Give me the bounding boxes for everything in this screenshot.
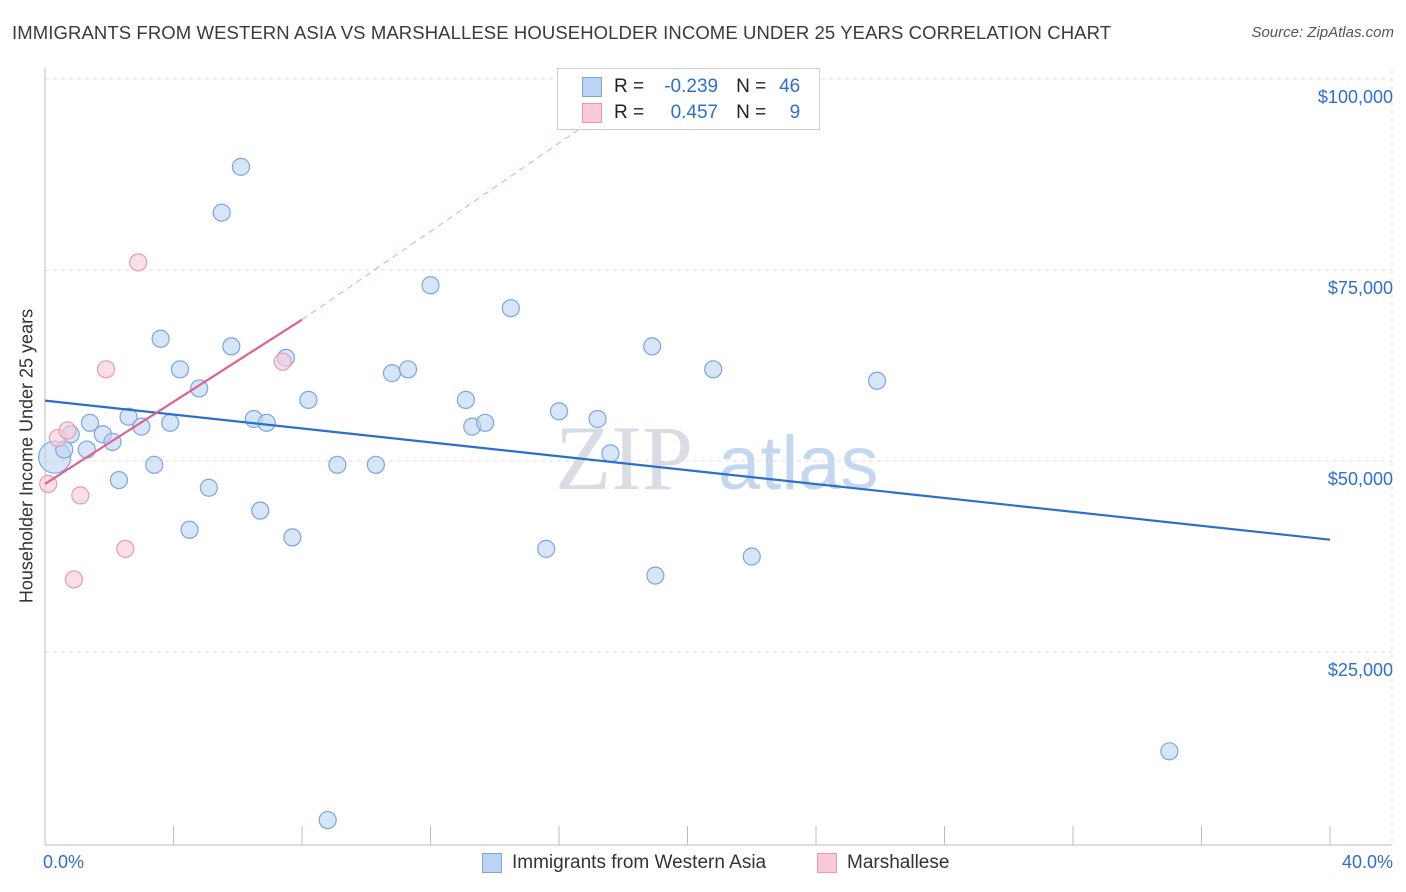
series-marshallese-points <box>39 253 292 589</box>
data-point <box>704 360 723 379</box>
y-tick-label: $75,000 <box>1328 278 1393 298</box>
data-point <box>170 360 190 379</box>
y-tick-label: $100,000 <box>1318 87 1393 107</box>
trend-extension-marshallese <box>301 120 592 321</box>
data-point <box>476 413 495 432</box>
data-point <box>299 390 318 409</box>
data-point <box>537 539 556 558</box>
source-credit: Source: ZipAtlas.com <box>1251 24 1394 41</box>
data-point <box>283 528 302 547</box>
data-point <box>212 203 231 222</box>
trend-line-immigrants <box>44 399 1331 541</box>
data-point <box>549 402 569 421</box>
legend-n-value: 9 <box>789 102 801 123</box>
data-point <box>64 570 84 589</box>
bottom-legend-swatch-blue <box>482 853 502 873</box>
data-point <box>742 547 761 566</box>
legend-n-label: N = <box>736 102 767 123</box>
data-point <box>257 413 276 432</box>
bottom-legend-immigrants: Immigrants from Western Asia <box>482 852 766 874</box>
x-tick-min: 0.0% <box>43 852 85 872</box>
data-point <box>119 407 138 426</box>
bottom-legend-label: Immigrants from Western Asia <box>512 852 767 873</box>
bottom-legend-label: Marshallese <box>847 852 950 873</box>
watermark: ZIP atlas <box>555 407 879 509</box>
x-tick-max: 40.0% <box>1341 852 1393 872</box>
legend-r-label: R = <box>614 102 645 123</box>
data-point <box>601 444 620 463</box>
data-point <box>109 471 128 490</box>
data-point <box>77 440 96 459</box>
legend-n-value: 46 <box>779 76 801 97</box>
data-point <box>145 455 164 474</box>
data-point <box>456 390 475 409</box>
data-point <box>318 810 337 830</box>
trend-line-marshallese <box>44 318 303 485</box>
data-point <box>421 276 440 295</box>
data-point <box>1160 742 1179 761</box>
data-point <box>231 157 251 176</box>
data-point <box>80 413 100 432</box>
correlation-legend: R = -0.239 N = 46 R = 0.457 N = 9 <box>557 68 820 130</box>
legend-row-immigrants: R = -0.239 N = 46 <box>582 75 800 99</box>
data-point <box>646 566 665 585</box>
data-point <box>382 364 402 383</box>
gridlines <box>45 70 1393 845</box>
data-point <box>867 371 887 390</box>
data-point <box>190 379 209 398</box>
legend-swatch-pink <box>582 103 602 123</box>
watermark-atlas: atlas <box>718 421 879 506</box>
data-point <box>71 486 90 505</box>
legend-r-value: 0.457 <box>670 102 719 123</box>
series-immigrants-points <box>38 157 1179 830</box>
data-point <box>180 520 199 539</box>
data-point <box>366 455 385 474</box>
y-tick-label: $50,000 <box>1328 469 1393 489</box>
legend-n-label: N = <box>736 76 767 97</box>
data-point <box>116 539 135 558</box>
legend-row-marshallese: R = 0.457 N = 9 <box>582 101 800 125</box>
y-tick-labels: $25,000 $50,000 $75,000 $100,000 <box>1318 87 1393 680</box>
legend-r-value: -0.239 <box>664 76 719 97</box>
y-tick-label: $25,000 <box>1328 660 1393 680</box>
data-point <box>96 360 116 379</box>
data-point <box>251 501 270 520</box>
data-point <box>161 413 180 432</box>
data-point <box>398 360 418 379</box>
trend-lines <box>44 120 1331 541</box>
data-point <box>643 337 662 356</box>
data-point <box>273 352 292 371</box>
data-point <box>199 478 218 497</box>
data-point <box>129 253 148 272</box>
data-point <box>151 329 170 348</box>
bottom-legend-marshallese: Marshallese <box>817 852 949 874</box>
legend-swatch-blue <box>582 77 602 97</box>
data-point <box>588 409 607 429</box>
data-point <box>58 421 77 440</box>
data-point <box>222 337 241 356</box>
bottom-legend-swatch-pink <box>817 853 837 873</box>
legend-r-label: R = <box>614 76 645 97</box>
data-point <box>501 299 520 318</box>
chart-title: IMMIGRANTS FROM WESTERN ASIA VS MARSHALL… <box>12 22 1112 43</box>
data-point <box>328 455 347 474</box>
y-axis-label: Householder Income Under 25 years <box>16 308 37 604</box>
